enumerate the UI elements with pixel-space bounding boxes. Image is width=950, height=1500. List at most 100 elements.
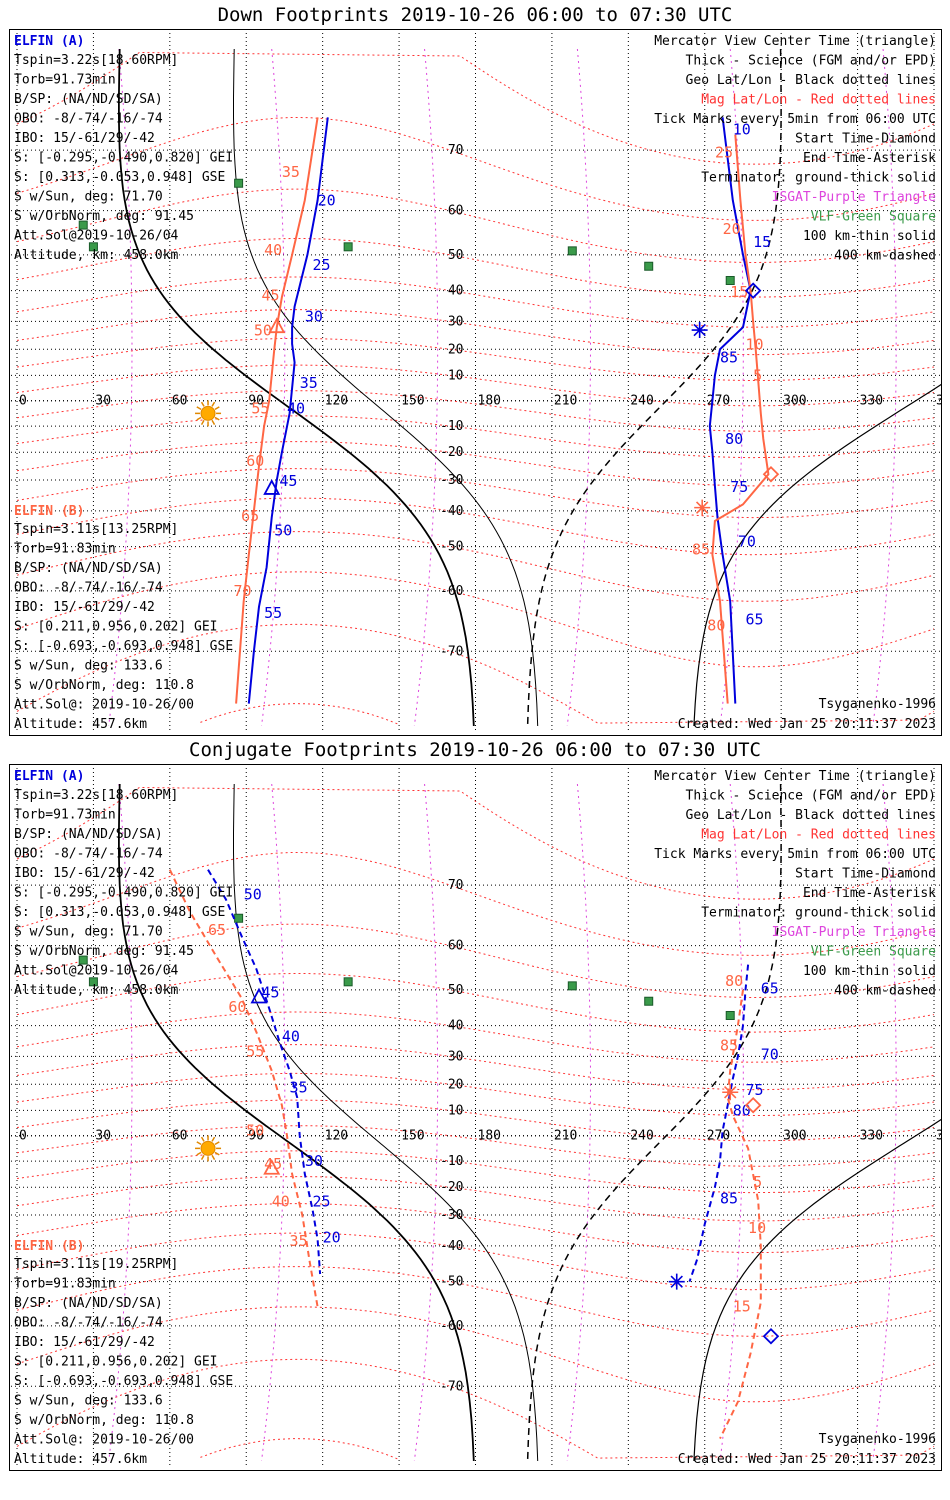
model-label: Tsyganenko-1996 bbox=[819, 1432, 936, 1447]
tick-mark-label: 30 bbox=[305, 307, 323, 325]
elfin-a-info-line: Tspin=3.22s[18.60RPM] bbox=[14, 53, 178, 68]
lat-tick-label: 20 bbox=[448, 342, 464, 357]
lat-tick-label: -50 bbox=[440, 540, 463, 555]
lon-tick-label: 60 bbox=[172, 394, 188, 409]
tick-mark-label: 20 bbox=[318, 191, 336, 209]
vlf-station-square bbox=[645, 262, 653, 270]
lat-tick-label: -40 bbox=[440, 1239, 463, 1254]
created-timestamp: Created: Wed Jan 25 20:11:37 2023 bbox=[678, 1452, 936, 1467]
tick-mark-label: 70 bbox=[738, 533, 756, 551]
legend-line: 400 km-dashed bbox=[834, 984, 936, 999]
lon-tick-label: 300 bbox=[783, 394, 806, 409]
elfin-a-info-line: Altitude, km: 458.0km bbox=[14, 248, 179, 263]
lon-tick-label: 0 bbox=[19, 394, 27, 409]
elfin-a-info-line: S: [0.313,-0.053,0.948] GSE bbox=[14, 170, 225, 185]
elfin-b-label: ELFIN (B) bbox=[14, 504, 84, 519]
tick-mark-label: 25 bbox=[312, 1192, 330, 1210]
legend-line: End Time-Asterisk bbox=[803, 151, 936, 166]
sun-icon bbox=[201, 1141, 215, 1155]
lat-tick-label: -20 bbox=[440, 1180, 463, 1195]
down-footprints-map: 0306090120150180210240270300330360706050… bbox=[9, 29, 942, 736]
tick-mark-label: 35 bbox=[300, 374, 318, 392]
tick-mark-label: 10 bbox=[748, 1219, 766, 1237]
lon-tick-label: 330 bbox=[860, 1129, 883, 1144]
lat-tick-label: -70 bbox=[440, 1379, 463, 1394]
tick-mark-label: 65 bbox=[241, 507, 259, 525]
elfin-b-info-line: IBO: 15/-61/29/-42 bbox=[14, 600, 155, 615]
tick-mark-label: 60 bbox=[246, 452, 264, 470]
elfin-a-info-line: OBO: -8/-74/-16/-74 bbox=[14, 112, 163, 127]
lon-tick-label: 240 bbox=[630, 1129, 653, 1144]
lat-tick-label: -40 bbox=[440, 504, 463, 519]
legend-line: Mag Lat/Lon - Red dotted lines bbox=[701, 828, 936, 843]
elfin-b-label: ELFIN (B) bbox=[14, 1239, 84, 1254]
tick-mark-label: 65 bbox=[208, 921, 226, 939]
lat-tick-label: 50 bbox=[448, 248, 464, 263]
lat-tick-label: 30 bbox=[448, 1049, 464, 1064]
lat-tick-label: 20 bbox=[448, 1077, 464, 1092]
lon-tick-label: 60 bbox=[172, 1129, 188, 1144]
lat-tick-label: 40 bbox=[448, 284, 464, 299]
lon-tick-label: 0 bbox=[19, 1129, 27, 1144]
end-time-asterisk bbox=[692, 322, 708, 338]
tick-mark-label: 80 bbox=[707, 617, 725, 635]
elfin-b-info-line: S: [0.211,0.956,0.202] GEI bbox=[14, 1355, 218, 1370]
tick-mark-label: 10 bbox=[746, 335, 764, 353]
lat-tick-label: 70 bbox=[448, 878, 464, 893]
lat-tick-label: 60 bbox=[448, 939, 464, 954]
elfin-b-info-line: Altitude: 457.6km bbox=[14, 1452, 147, 1467]
tick-mark-label: 70 bbox=[234, 582, 252, 600]
elfin-b-info-line: Att.Sol@: 2019-10-26/00 bbox=[14, 1433, 194, 1448]
legend-line: Geo Lat/Lon - Black dotted lines bbox=[686, 73, 936, 88]
lon-tick-label: 300 bbox=[783, 1129, 806, 1144]
lat-tick-label: -70 bbox=[440, 644, 463, 659]
elfin-a-label: ELFIN (A) bbox=[14, 769, 84, 784]
tick-mark-label: 55 bbox=[264, 604, 282, 622]
legend-line: 100 km-thin solid bbox=[803, 964, 936, 979]
vlf-station-square bbox=[726, 1011, 734, 1019]
lon-tick-label: 360 bbox=[936, 394, 942, 409]
tick-mark-label: 85 bbox=[720, 1037, 738, 1055]
tick-mark-label: 75 bbox=[746, 1081, 764, 1099]
elfin-b-info-line: B/SP: (NA/ND/SD/SA) bbox=[14, 561, 163, 576]
elfin-b-info-line: S w/OrbNorm, deg: 110.8 bbox=[14, 1413, 194, 1428]
lat-tick-label: -10 bbox=[440, 1154, 463, 1169]
end-time-asterisk bbox=[669, 1274, 685, 1290]
end-time-asterisk bbox=[694, 500, 710, 516]
legend-line: Mercator View Center Time (triangle) bbox=[654, 769, 936, 784]
lon-tick-label: 270 bbox=[707, 1129, 730, 1144]
tick-mark-label: 40 bbox=[287, 399, 305, 417]
panel-1-title: Down Footprints 2019-10-26 06:00 to 07:3… bbox=[0, 4, 950, 26]
lat-tick-label: -50 bbox=[440, 1275, 463, 1290]
lon-tick-label: 30 bbox=[95, 394, 111, 409]
vlf-station-square bbox=[344, 243, 352, 251]
lon-tick-label: 150 bbox=[401, 394, 424, 409]
tick-mark-label: 80 bbox=[725, 972, 743, 990]
elfin-a-info-line: S: [-0.295,-0.490,0.820] GEI bbox=[14, 886, 233, 901]
tick-mark-label: 35 bbox=[290, 1078, 308, 1096]
legend-line: Mag Lat/Lon - Red dotted lines bbox=[701, 93, 936, 108]
legend-line: End Time-Asterisk bbox=[803, 886, 936, 901]
elfin-b-info-line: OBO: -8/-74/-16/-74 bbox=[14, 581, 163, 596]
legend-line: Start Time-Diamond bbox=[795, 867, 936, 882]
elfin-a-info-line: Altitude, km: 458.0km bbox=[14, 983, 179, 998]
tick-mark-label: 40 bbox=[282, 1027, 300, 1045]
lat-tick-label: 40 bbox=[448, 1019, 464, 1034]
lon-tick-label: 30 bbox=[95, 1129, 111, 1144]
tick-mark-label: 25 bbox=[715, 143, 733, 161]
tick-mark-label: 40 bbox=[272, 1192, 290, 1210]
elfin-b-info-line: Tspin=3.11s[13.25RPM] bbox=[14, 522, 178, 537]
tick-mark-label: 85 bbox=[720, 1190, 738, 1208]
legend-line: Thick - Science (FGM and/or EPD) bbox=[686, 789, 936, 804]
lat-tick-label: 10 bbox=[448, 368, 464, 383]
vlf-station-square bbox=[645, 997, 653, 1005]
legend-line: ISGAT-Purple Triangle bbox=[772, 190, 937, 205]
tick-mark-label: 65 bbox=[761, 980, 779, 998]
elfin-b-info-line: Att.Sol@: 2019-10-26/00 bbox=[14, 698, 194, 713]
tick-mark-label: 5 bbox=[753, 1173, 762, 1191]
tick-mark-label: 15 bbox=[730, 283, 748, 301]
elfin-b-info-line: B/SP: (NA/ND/SD/SA) bbox=[14, 1296, 163, 1311]
tick-mark-label: 50 bbox=[274, 521, 292, 539]
tick-mark-label: 55 bbox=[251, 399, 269, 417]
elfin-b-info-line: Torb=91.83min bbox=[14, 1277, 116, 1292]
